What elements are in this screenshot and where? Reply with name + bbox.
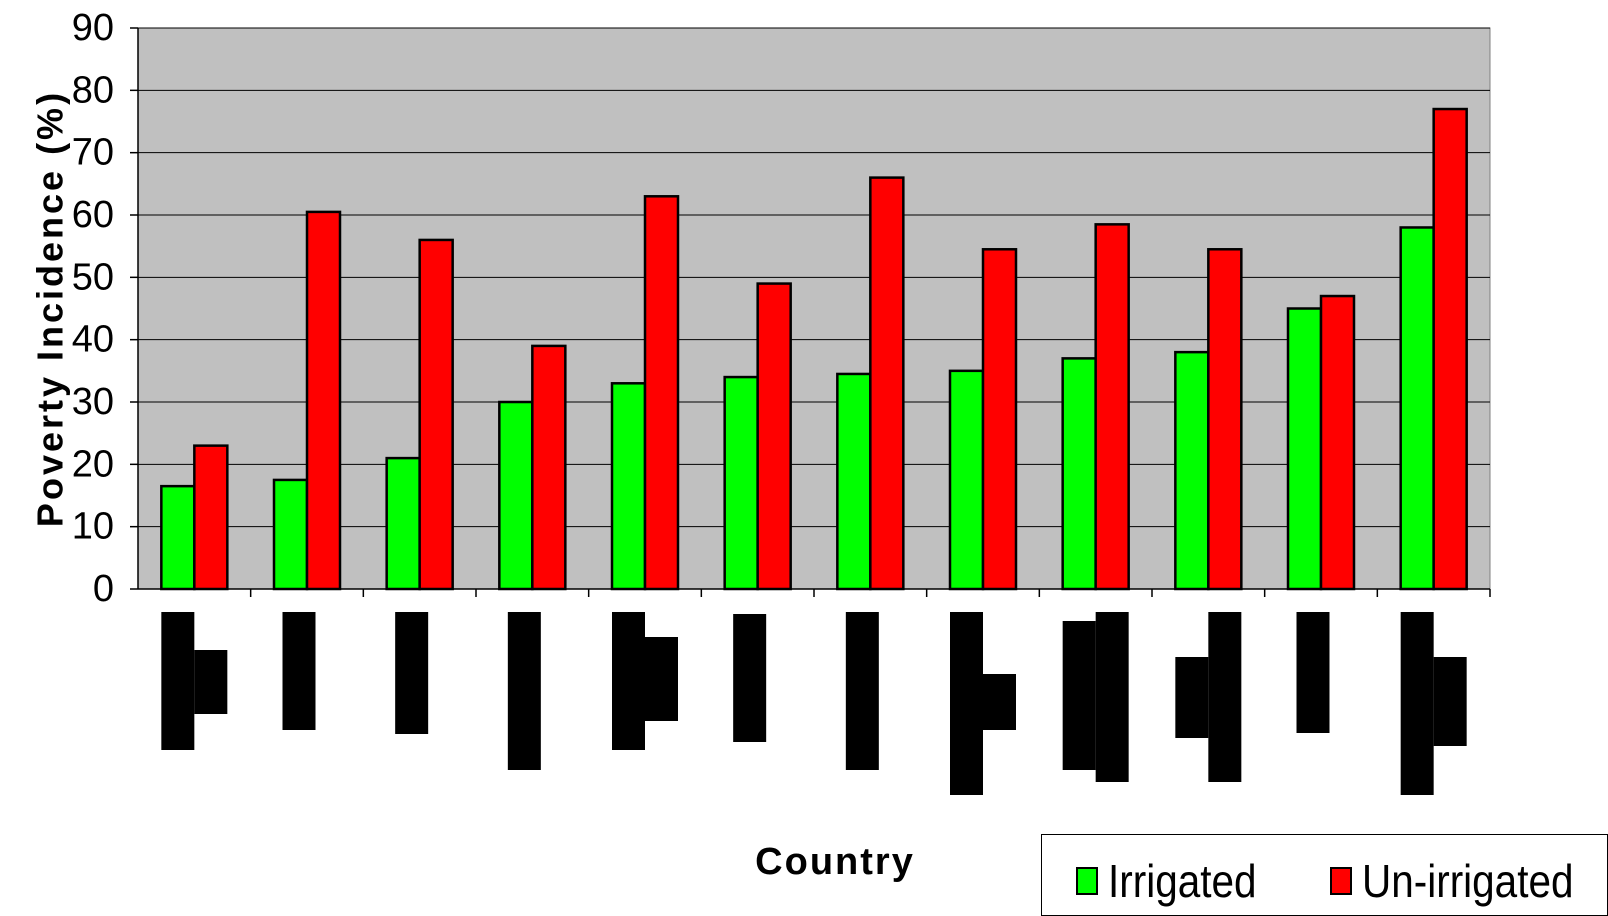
bar-un-irrigated bbox=[870, 178, 903, 589]
bar-irrigated bbox=[725, 377, 758, 589]
y-tick-label: 40 bbox=[72, 319, 114, 361]
bar-un-irrigated bbox=[307, 212, 340, 589]
y-axis-title: Poverty Incidence (%) bbox=[30, 90, 71, 527]
bar-irrigated bbox=[1175, 352, 1208, 589]
bar-un-irrigated bbox=[645, 196, 678, 589]
bar-irrigated bbox=[612, 383, 645, 589]
y-tick-label: 50 bbox=[72, 256, 114, 298]
bar-irrigated bbox=[950, 371, 983, 589]
y-tick-label: 60 bbox=[72, 194, 114, 236]
legend-swatch-irrigated bbox=[1076, 867, 1098, 895]
bar-un-irrigated bbox=[420, 240, 453, 589]
redaction-block bbox=[1208, 612, 1241, 782]
bar-un-irrigated bbox=[983, 249, 1016, 589]
x-axis-title: Country bbox=[755, 841, 915, 883]
redaction-block bbox=[1175, 657, 1208, 738]
bar-un-irrigated bbox=[194, 446, 227, 589]
redaction-block bbox=[950, 612, 983, 795]
bar-irrigated bbox=[274, 480, 307, 589]
bar-un-irrigated bbox=[1208, 249, 1241, 589]
redaction-block bbox=[161, 612, 194, 750]
redacted-category-labels bbox=[161, 612, 1466, 795]
bar-irrigated bbox=[499, 402, 532, 589]
y-tick-label: 70 bbox=[72, 132, 114, 174]
redaction-block bbox=[1434, 657, 1467, 746]
redaction-block bbox=[983, 674, 1016, 730]
bar-irrigated bbox=[161, 486, 194, 589]
y-tick-label: 90 bbox=[72, 7, 114, 49]
bar-un-irrigated bbox=[1321, 296, 1354, 589]
legend-swatch-un-irrigated bbox=[1330, 867, 1352, 895]
bar-irrigated bbox=[1063, 358, 1096, 589]
redaction-block bbox=[846, 612, 879, 770]
bar-irrigated bbox=[837, 374, 870, 589]
redaction-block bbox=[194, 650, 227, 714]
y-tick-label: 0 bbox=[93, 568, 114, 610]
legend-label-un-irrigated: Un-irrigated bbox=[1362, 854, 1573, 908]
y-tick-label: 10 bbox=[72, 506, 114, 548]
y-ticks: 0 10 20 30 40 50 60 70 80 90 bbox=[72, 7, 138, 610]
bar-irrigated bbox=[387, 458, 420, 589]
bar-irrigated bbox=[1288, 309, 1321, 590]
y-tick-label: 30 bbox=[72, 381, 114, 423]
redaction-block bbox=[1401, 612, 1434, 795]
bar-un-irrigated bbox=[1434, 109, 1467, 589]
redaction-block bbox=[645, 637, 678, 721]
legend-label-irrigated: Irrigated bbox=[1108, 854, 1257, 908]
redaction-block bbox=[508, 612, 541, 770]
bar-irrigated bbox=[1401, 227, 1434, 589]
y-tick-label: 20 bbox=[72, 443, 114, 485]
redaction-block bbox=[1297, 612, 1330, 733]
bar-un-irrigated bbox=[1096, 224, 1129, 589]
redaction-block bbox=[1063, 621, 1096, 770]
redaction-block bbox=[733, 614, 766, 742]
legend-item-un-irrigated: Un-irrigated bbox=[1330, 859, 1602, 903]
bar-un-irrigated bbox=[758, 284, 791, 589]
redaction-block bbox=[283, 612, 316, 730]
redaction-block bbox=[1096, 612, 1129, 782]
legend-item-irrigated: Irrigated bbox=[1076, 859, 1277, 903]
redaction-block bbox=[612, 612, 645, 750]
bar-un-irrigated bbox=[532, 346, 565, 589]
redaction-block bbox=[395, 612, 428, 734]
legend: Irrigated Un-irrigated bbox=[1041, 834, 1608, 916]
y-tick-label: 80 bbox=[72, 69, 114, 111]
